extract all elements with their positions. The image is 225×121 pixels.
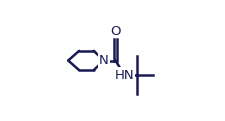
Text: O: O bbox=[110, 25, 120, 38]
Text: HN: HN bbox=[114, 68, 134, 82]
Text: N: N bbox=[99, 54, 108, 67]
